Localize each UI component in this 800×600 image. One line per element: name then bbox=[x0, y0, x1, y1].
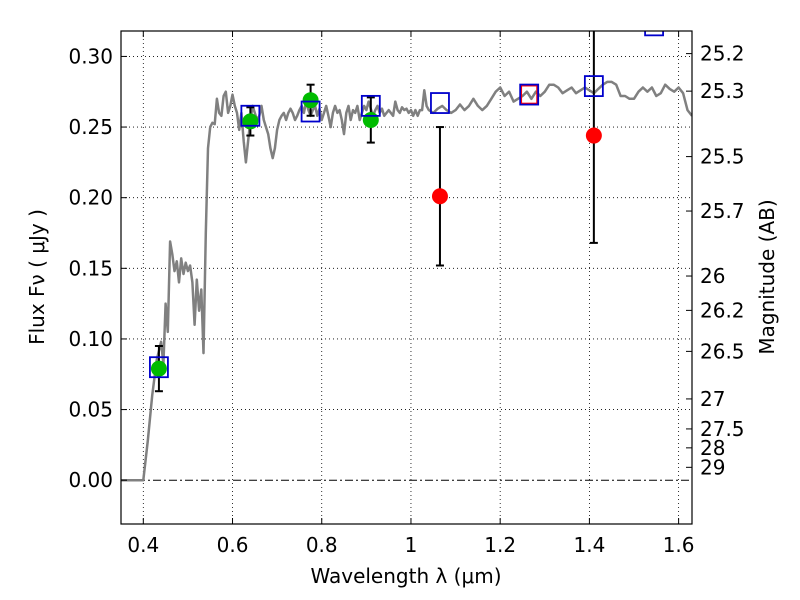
right-tick-label: 25.3 bbox=[700, 79, 745, 103]
y-tick-label: 0.05 bbox=[68, 398, 113, 422]
red-observation-point bbox=[585, 127, 602, 144]
x-tick-label: 0.8 bbox=[306, 533, 338, 557]
y-axis-label: Flux Fν ( μJy ) bbox=[25, 209, 49, 345]
y-tick-label: 0.25 bbox=[68, 115, 113, 139]
right-tick-label: 26.5 bbox=[700, 339, 745, 363]
y-tick-labels: 0.00 0.05 0.10 0.15 0.20 0.25 0.30 bbox=[68, 44, 113, 492]
model-square bbox=[644, 31, 664, 37]
x-tick-label: 0.6 bbox=[217, 533, 249, 557]
model-square bbox=[583, 75, 604, 97]
x-tick-label: 0.4 bbox=[127, 533, 159, 557]
right-tick-label: 26.2 bbox=[700, 298, 745, 322]
x-tick-label: 1 bbox=[405, 533, 418, 557]
green-observation-point bbox=[362, 111, 379, 128]
y-tick-label: 0.30 bbox=[68, 44, 113, 68]
right-tick-label: 25.5 bbox=[700, 145, 745, 169]
green-observation-point bbox=[150, 360, 167, 377]
right-tick-label: 29 bbox=[700, 455, 725, 479]
model-square bbox=[300, 100, 321, 123]
right-tick-label: 25.2 bbox=[700, 42, 745, 66]
right-axis-label: Magnitude (AB) bbox=[755, 199, 779, 354]
model-points bbox=[149, 31, 664, 379]
model-square bbox=[360, 94, 381, 117]
x-tick-labels: 0.4 0.6 0.8 1 1.2 1.4 1.6 bbox=[127, 533, 694, 557]
x-tick-label: 1.4 bbox=[573, 533, 605, 557]
green-observation-point bbox=[302, 92, 319, 109]
right-tick-label: 28 bbox=[700, 436, 725, 460]
y-tick-label: 0.00 bbox=[68, 468, 113, 492]
x-tick-label: 1.6 bbox=[663, 533, 695, 557]
right-tick-label: 27.5 bbox=[700, 417, 745, 441]
plot-frame bbox=[120, 30, 693, 525]
axis-ticks bbox=[121, 31, 692, 524]
model-square bbox=[149, 356, 169, 379]
green-observation-point bbox=[242, 113, 259, 130]
x-axis-label: Wavelength λ (μm) bbox=[310, 564, 501, 588]
y-tick-label: 0.10 bbox=[68, 327, 113, 351]
right-tick-label: 27 bbox=[700, 387, 725, 411]
right-tick-label: 26 bbox=[700, 264, 725, 288]
model-square bbox=[240, 104, 261, 127]
red-observation-point bbox=[431, 188, 448, 205]
x-tick-label: 1.2 bbox=[484, 533, 516, 557]
model-square-highlight bbox=[520, 84, 539, 105]
model-square bbox=[430, 92, 450, 114]
right-tick-label: 25.7 bbox=[700, 199, 745, 223]
spectrum-series bbox=[121, 80, 692, 482]
y-tick-label: 0.15 bbox=[68, 256, 113, 280]
model-square bbox=[519, 83, 540, 106]
y-tick-label: 0.20 bbox=[68, 186, 113, 210]
